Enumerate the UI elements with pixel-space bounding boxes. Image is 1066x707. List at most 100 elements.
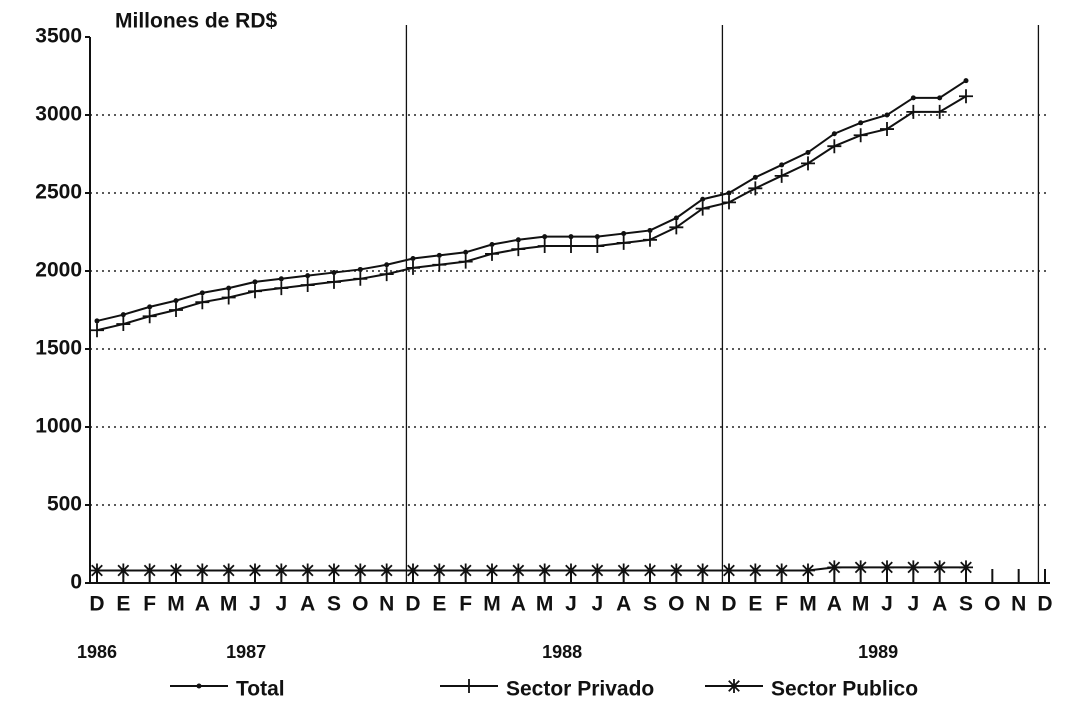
- point: [248, 563, 262, 578]
- legend-label: Sector Privado: [506, 678, 654, 701]
- point: [906, 104, 921, 119]
- year-label: 1989: [858, 642, 898, 662]
- series-line: [97, 566, 966, 572]
- x-tick-label: M: [483, 593, 501, 616]
- point: [752, 174, 758, 180]
- point: [906, 560, 921, 575]
- x-tick-label: F: [775, 593, 788, 616]
- point: [94, 318, 100, 324]
- point: [300, 563, 315, 578]
- x-tick-label: E: [116, 593, 130, 616]
- x-tick-label: M: [536, 593, 554, 616]
- x-tick-label: A: [511, 593, 526, 616]
- point: [485, 246, 499, 261]
- point: [801, 156, 815, 171]
- x-tick-label: M: [852, 593, 870, 616]
- series-line: [96, 79, 967, 322]
- x-tick-label: J: [275, 593, 287, 616]
- point: [932, 104, 947, 119]
- point: [880, 122, 894, 137]
- point: [406, 260, 420, 275]
- chart-title: Millones de RD$: [115, 10, 278, 33]
- point: [116, 317, 131, 332]
- point: [252, 279, 258, 285]
- point: [673, 215, 679, 221]
- point: [537, 563, 552, 578]
- point: [515, 237, 521, 243]
- x-tick-label: O: [668, 593, 684, 616]
- point: [564, 563, 578, 578]
- x-tick-label: J: [881, 593, 893, 616]
- point: [116, 563, 131, 578]
- point: [959, 560, 973, 575]
- point: [379, 267, 394, 282]
- x-tick-label: D: [721, 593, 736, 616]
- point: [142, 563, 157, 578]
- point: [669, 220, 684, 235]
- x-tick-label: E: [432, 593, 446, 616]
- point: [722, 563, 736, 578]
- y-tick-label: 2000: [35, 259, 82, 282]
- point: [199, 290, 205, 296]
- point: [827, 139, 842, 154]
- point: [937, 95, 943, 101]
- point: [827, 560, 842, 575]
- x-tick-label: D: [405, 593, 420, 616]
- point: [590, 563, 605, 578]
- y-tick-label: 1000: [35, 415, 82, 438]
- y-tick-label: 3500: [35, 25, 82, 48]
- point: [436, 252, 442, 258]
- point: [801, 563, 815, 578]
- point: [700, 196, 706, 202]
- x-tick-label: S: [959, 593, 973, 616]
- legend-label: Total: [236, 678, 285, 701]
- x-tick-label: S: [327, 593, 341, 616]
- point: [384, 262, 390, 268]
- point: [774, 168, 789, 183]
- point: [221, 563, 236, 578]
- point: [726, 190, 732, 196]
- point: [353, 563, 368, 578]
- point: [959, 89, 973, 104]
- point: [831, 131, 837, 137]
- x-tick-label: A: [195, 593, 210, 616]
- point: [379, 563, 394, 578]
- point: [410, 256, 416, 262]
- x-tick-label: M: [220, 593, 238, 616]
- point: [327, 563, 341, 578]
- legend-marker: [727, 679, 741, 693]
- point: [511, 242, 526, 257]
- point: [485, 563, 499, 578]
- point: [406, 563, 420, 578]
- x-tick-label: O: [984, 593, 1000, 616]
- series-line: [96, 95, 967, 332]
- legend-label: Sector Publico: [771, 678, 918, 701]
- x-tick-label: M: [799, 593, 817, 616]
- point: [616, 235, 631, 250]
- point: [195, 295, 210, 310]
- point: [120, 312, 126, 318]
- point: [643, 232, 657, 247]
- point: [805, 149, 811, 155]
- point: [590, 239, 605, 254]
- point: [858, 120, 864, 126]
- point: [357, 266, 363, 272]
- point: [489, 241, 495, 247]
- point: [305, 273, 311, 279]
- legend-marker: [196, 683, 202, 689]
- point: [511, 563, 526, 578]
- point: [880, 560, 894, 575]
- point: [300, 278, 315, 293]
- point: [853, 560, 868, 575]
- x-tick-label: E: [748, 593, 762, 616]
- point: [226, 285, 232, 291]
- point: [853, 128, 868, 143]
- point: [722, 195, 736, 210]
- point: [616, 563, 631, 578]
- x-tick-label: O: [352, 593, 368, 616]
- point: [147, 304, 153, 310]
- year-label: 1986: [77, 642, 117, 662]
- y-tick-label: 500: [47, 493, 82, 516]
- point: [884, 112, 890, 118]
